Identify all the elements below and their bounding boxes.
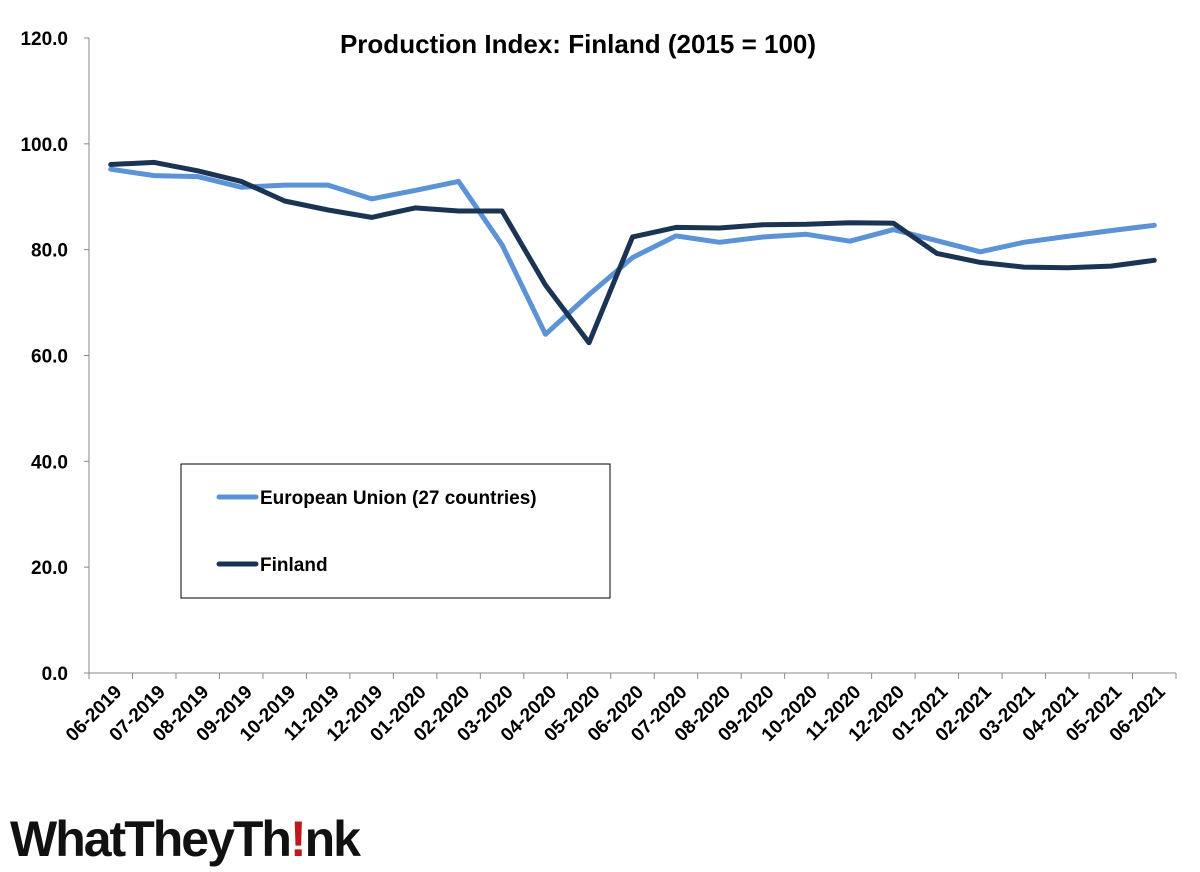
y-tick-label: 80.0 (31, 241, 68, 262)
legend-label-eu: European Union (27 countries) (260, 488, 537, 509)
legend-box (180, 463, 611, 599)
y-tick-label: 0.0 (42, 664, 68, 685)
y-tick-label: 60.0 (31, 347, 68, 368)
logo-exclamation: ! (289, 811, 307, 867)
y-tick-label: 120.0 (20, 29, 68, 50)
series-line-finland (108, 159, 1157, 346)
x-axis: 06-201907-201908-201909-201910-201911-20… (62, 672, 1177, 746)
logo-text-part1: WhatTheyTh (10, 811, 292, 867)
y-tick-label: 40.0 (31, 452, 68, 473)
line-chart: Production Index: Finland (2015 = 100) 0… (20, 29, 1177, 746)
y-tick-label: 20.0 (31, 558, 68, 579)
whattheythink-logo: WhatTheyTh! nk (10, 798, 361, 868)
chart-title: Production Index: Finland (2015 = 100) (340, 29, 816, 59)
series-lines (108, 159, 1157, 346)
y-axis: 0.0 20.0 40.0 60.0 80.0 100.0 120.0 (20, 29, 90, 685)
logo-text-part2: nk (304, 811, 361, 867)
series-line-eu (108, 166, 1157, 337)
legend: European Union (27 countries) Finland (180, 463, 611, 599)
legend-label-finland: Finland (260, 555, 328, 576)
y-tick-label: 100.0 (20, 135, 68, 156)
